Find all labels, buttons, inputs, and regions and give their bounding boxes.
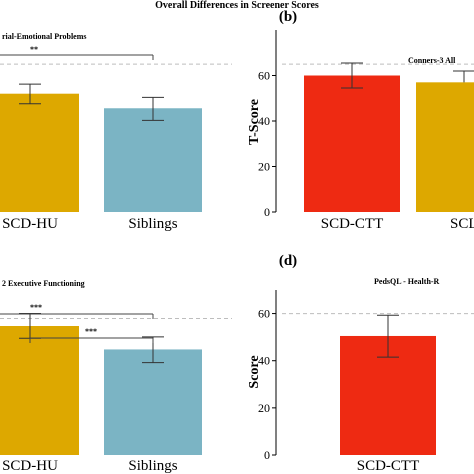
- panel-d-title: PedsQL - Health-R: [374, 277, 440, 286]
- panel-c-sig-bracket-2: [29, 337, 154, 343]
- panel-a: rial-Emotional Problems ** SCD-HU Siblin…: [0, 32, 232, 232]
- panel-b-bar-1: [416, 82, 474, 212]
- panel-a-errorbar-1: [142, 96, 164, 121]
- panel-c: 2 Executive Functioning *** *** SCD-HU S…: [0, 279, 232, 474]
- panel-d-ytick-label-60: 60: [258, 307, 270, 321]
- panel-c-bar-0: [0, 326, 79, 455]
- panel-b-ytick-label-40: 40: [258, 114, 270, 128]
- panel-a-xtick-1: Siblings: [128, 216, 177, 232]
- panel-c-title: 2 Executive Functioning: [2, 279, 85, 288]
- panel-b-errorbar-1: [453, 70, 474, 83]
- panel-d-ytick-label-20: 20: [258, 401, 270, 415]
- panel-a-title: rial-Emotional Problems: [2, 32, 87, 41]
- panel-d-ytick-label-40: 40: [258, 354, 270, 368]
- panel-a-sig-label: **: [30, 45, 38, 54]
- panel-d: (d) PedsQL - Health-R Score 0 20 40 60 SCD-…: [247, 253, 474, 474]
- panel-b-ytick-label-20: 20: [258, 160, 270, 174]
- panel-c-xtick-1: Siblings: [128, 458, 177, 474]
- panel-b-xtick-0: SCD-CTT: [321, 216, 384, 232]
- panel-d-ylabel: Score: [247, 355, 262, 388]
- panel-b-title: Conners-3 All: [408, 56, 456, 65]
- panel-c-sig-label-2: ***: [85, 327, 97, 336]
- panel-b-bar-0: [304, 75, 400, 212]
- panel-b: (b) Conners-3 All T-Score 0 20 40 60 SCD-CT…: [247, 9, 474, 232]
- panel-b-xtick-1: SCL: [450, 216, 474, 232]
- panel-d-xtick-0: SCD-CTT: [357, 458, 420, 474]
- panel-b-errorbar-0: [341, 62, 363, 89]
- panel-c-sig-label-1: ***: [30, 303, 42, 312]
- panel-d-letter: (d): [279, 253, 297, 269]
- panel-b-ylabel: T-Score: [247, 99, 262, 145]
- panel-a-bar-1: [104, 108, 202, 212]
- panel-c-xtick-0: SCD-HU: [2, 458, 58, 474]
- panel-a-xtick-0: SCD-HU: [2, 216, 58, 232]
- panel-b-letter: (b): [279, 9, 297, 25]
- panel-a-errorbar-0: [19, 83, 41, 105]
- figure-title: Overall Differences in Screener Scores: [155, 0, 319, 11]
- panel-c-sig-bracket-1: [0, 313, 154, 319]
- panel-b-ytick-label-0: 0: [264, 205, 270, 219]
- panel-c-bar-1: [104, 349, 202, 455]
- panel-a-bar-0: [0, 93, 79, 212]
- panel-b-ytick-label-60: 60: [258, 69, 270, 83]
- panel-a-sig-bracket: [0, 54, 154, 60]
- panel-d-ytick-label-0: 0: [264, 448, 270, 462]
- panel-d-errorbar-0: [377, 314, 399, 358]
